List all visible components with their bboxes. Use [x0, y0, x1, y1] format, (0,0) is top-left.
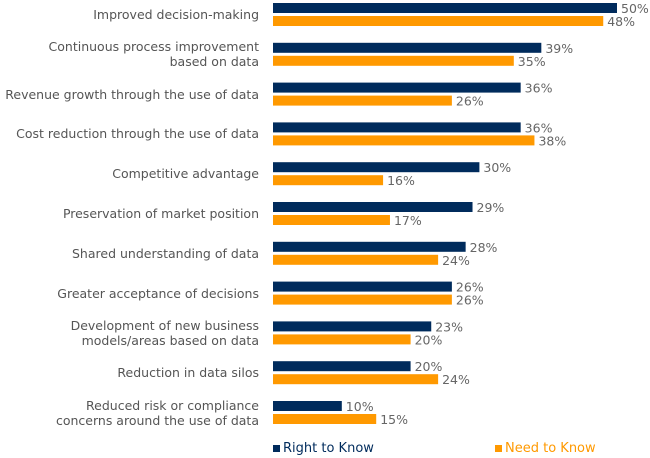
data-label: 30% [483, 160, 511, 175]
data-label: 24% [442, 253, 470, 268]
data-label: 20% [415, 332, 443, 347]
bar [273, 361, 411, 372]
data-label: 38% [538, 133, 566, 148]
data-label: 26% [456, 280, 484, 295]
bar [273, 281, 452, 292]
bar [273, 294, 452, 305]
data-label: 15% [380, 412, 408, 427]
data-label: 29% [477, 200, 505, 215]
bar [273, 82, 521, 93]
bar [273, 401, 342, 411]
category-label: Cost reduction through the use of data [16, 126, 259, 142]
legend-swatch [495, 445, 502, 452]
data-label: 35% [518, 54, 546, 69]
category-label: Reduced risk or compliance concerns arou… [55, 397, 259, 428]
legend-label: Right to Know [283, 441, 374, 456]
bar [273, 16, 604, 26]
category-label: Reduction in data silos [117, 365, 259, 381]
data-label: 48% [607, 14, 635, 29]
bar [273, 374, 439, 385]
data-label: 24% [442, 372, 470, 387]
data-label: 10% [346, 399, 374, 414]
category-label: Preservation of market position [62, 206, 259, 221]
legend-swatch [273, 445, 280, 452]
legend-item-need-to-know: Need to Know [495, 441, 596, 456]
data-label: 16% [387, 173, 415, 188]
bar [273, 3, 617, 13]
bar [273, 215, 390, 225]
category-label: Improved decision-making [93, 7, 259, 22]
category-label: Shared understanding of data [72, 245, 259, 261]
category-label: Development of new business models/areas… [70, 317, 259, 348]
bar [273, 241, 466, 252]
bar [273, 254, 439, 265]
data-label: 28% [470, 240, 498, 255]
data-label: 39% [545, 41, 573, 56]
bar [273, 95, 452, 106]
bar [273, 175, 384, 186]
data-label: 26% [456, 94, 484, 109]
category-label: Continuous process improvement based on … [48, 39, 259, 70]
bar [273, 414, 377, 424]
data-label: 36% [525, 120, 553, 135]
data-label: 23% [435, 319, 463, 334]
data-label: 50% [621, 1, 649, 16]
data-label: 20% [415, 359, 443, 374]
bar [273, 135, 535, 146]
data-label: 36% [525, 81, 553, 96]
category-label: Revenue growth through the use of data [5, 86, 259, 102]
bar [273, 122, 521, 133]
bar [273, 202, 473, 212]
bar [273, 55, 514, 66]
bar [273, 334, 411, 345]
bar [273, 42, 542, 53]
data-label: 17% [394, 213, 422, 228]
data-label: 26% [456, 293, 484, 308]
bar [273, 162, 480, 173]
category-label: Competitive advantage [112, 166, 259, 182]
bar [273, 321, 432, 332]
legend-item-right-to-know: Right to Know [273, 441, 374, 456]
category-label: Greater acceptance of decisions [57, 285, 259, 301]
legend-label: Need to Know [505, 441, 596, 456]
